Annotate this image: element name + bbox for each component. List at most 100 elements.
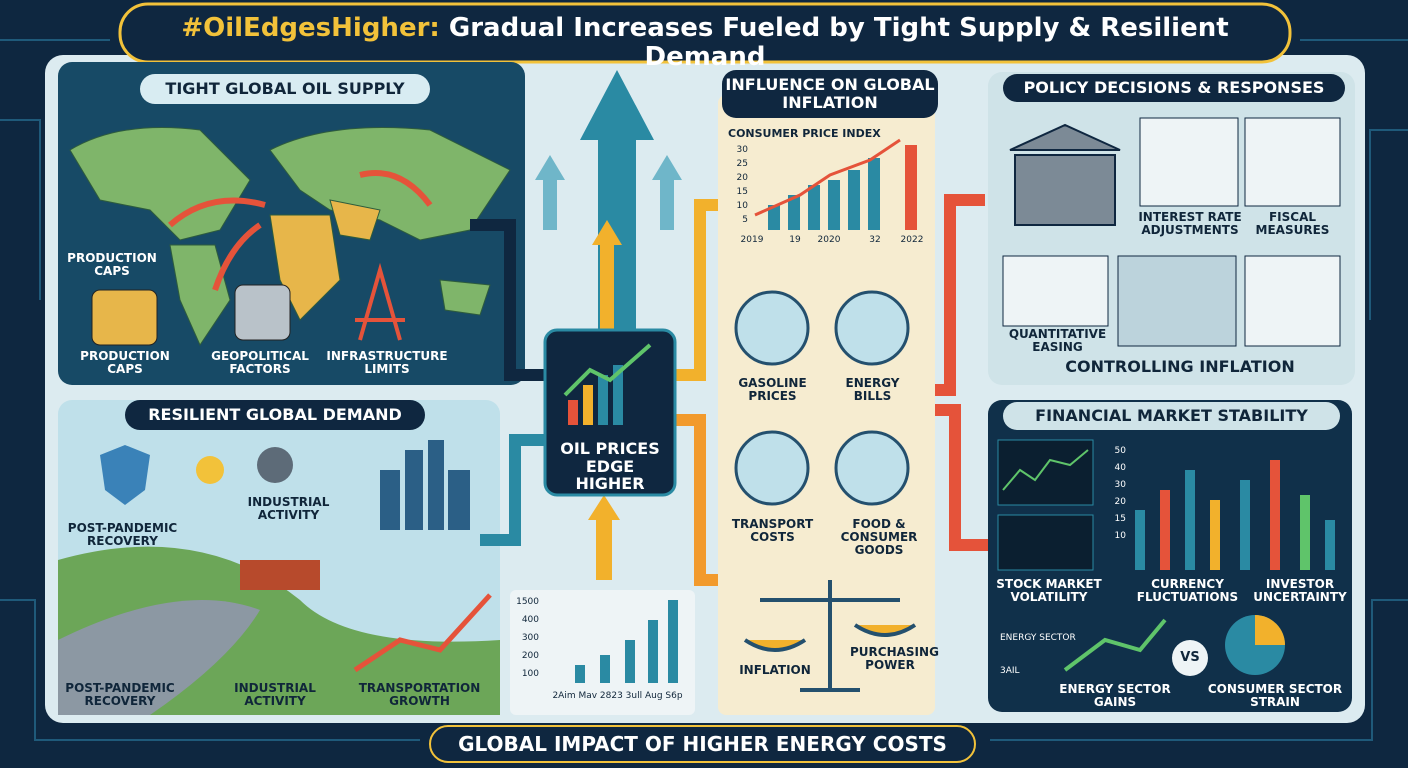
shape [439,279,491,316]
cpi-line [754,138,901,217]
shape [868,158,880,230]
label: PRODUCTION CAPS [80,349,170,377]
shape [583,385,593,425]
y-label: 25 [736,159,748,169]
shape [668,600,678,683]
shape [588,495,620,580]
shape [734,430,810,506]
demand-title-pill [125,400,425,430]
x-label: 32 [869,235,881,245]
y-label: 5 [742,215,748,225]
x-labels: 2Aim Mav 2823 3ull Aug S6p [552,691,683,701]
shape [600,655,610,683]
label: ENERGY BILLS [845,376,900,404]
city [380,440,470,530]
chart-title: CONSUMER PRICE INDEX [728,127,881,140]
shape [1135,510,1145,570]
footer-title: GLOBAL IMPACT OF HIGHER ENERGY COSTS [458,732,947,756]
shape [580,70,654,330]
x-label: 19 [789,235,801,245]
road [58,600,260,715]
shape [1300,495,1310,570]
bank-icon [1009,123,1121,226]
shape [568,400,578,425]
stock-chart-b [997,514,1094,571]
caption: CONTROLLING INFLATION [1065,357,1295,376]
shape [760,580,900,692]
shape [563,343,652,397]
x-label: 2020 [817,235,841,245]
label: CURRENCY FLUCTUATIONS [1136,577,1239,605]
stock-chart-a [997,439,1094,506]
label: QUANTITATIVE EASING [1008,327,1107,355]
shape [853,623,917,637]
footer-banner [429,725,976,763]
shape [575,665,585,683]
inflation-title-pill [722,70,938,118]
label: TRANSPORT COSTS [731,517,814,545]
rate-icon [1139,117,1239,207]
supply-title-pill [140,74,430,104]
shape [69,127,251,241]
stock-line [1002,449,1089,491]
label: INDUSTRIAL ACTIVITY [247,495,330,523]
inflation-panel [718,95,935,715]
policy-title-pill [1003,74,1345,102]
market-title-pill [1003,402,1340,430]
y-label: 30 [736,145,748,155]
shape [405,450,423,530]
shape [905,145,917,230]
shape [808,185,820,230]
label: GASOLINE PRICES [738,376,807,404]
label: TRANSPORTATION GROWTH [358,681,481,709]
gains-arrow [1063,618,1167,672]
center-box [543,328,677,497]
shape [788,195,800,230]
y-label: 1500 [516,597,539,607]
section-title: RESILIENT GLOBAL DEMAND [148,405,402,424]
shape [212,222,262,291]
label: GEOPOLITICAL FACTORS [211,349,309,377]
center-label: OIL PRICES EDGE HIGHER [560,439,660,494]
section-title: TIGHT GLOBAL OIL SUPPLY [165,79,405,98]
shape [675,199,725,381]
center-chart-bars [575,600,678,683]
shape [743,638,807,652]
shape [359,170,433,207]
section-title: POLICY DECISIONS & RESPONSES [1023,78,1325,97]
x-label: 2022 [900,235,924,245]
shape [535,155,565,230]
shape [1160,490,1170,570]
shape [269,127,511,241]
shape [1325,520,1335,570]
sun-icon [196,456,224,484]
flow-arrows [470,194,995,586]
fiscal-icon [1244,117,1341,207]
title: #OilEdgesHigher: Gradual Increases Fuele… [130,14,1280,71]
shape [480,434,545,546]
barrel-icon [91,289,158,346]
section-title: FINANCIAL MARKET STABILITY [1035,406,1308,425]
x-label: 2019 [740,235,764,245]
inflation-icons [734,290,910,506]
label: POST-PANDEMIC RECOVERY [67,521,178,549]
shape [0,39,1408,741]
section-title: INFLUENCE ON GLOBAL INFLATION [725,75,935,112]
y-label: 10 [1114,531,1126,541]
strain-pie-slice [1255,615,1285,645]
shape [592,220,622,330]
market-bars [1135,460,1335,570]
shape [169,244,231,347]
legend-entry: ENERGY SECTOR [1000,633,1076,643]
label: ENERGY SECTOR GAINS [1059,682,1171,710]
title-tag: #OilEdgesHigher: [181,13,440,43]
gear-icon [257,447,293,483]
growth-line [353,593,492,673]
growth-icon [1244,255,1341,347]
shape [470,219,545,381]
y-label: 100 [521,669,539,679]
shape [613,365,623,425]
label: FOOD & CONSUMER GOODS [840,517,918,558]
label: PRODUCTION CAPS [67,251,157,279]
vs-badge [1172,640,1208,676]
